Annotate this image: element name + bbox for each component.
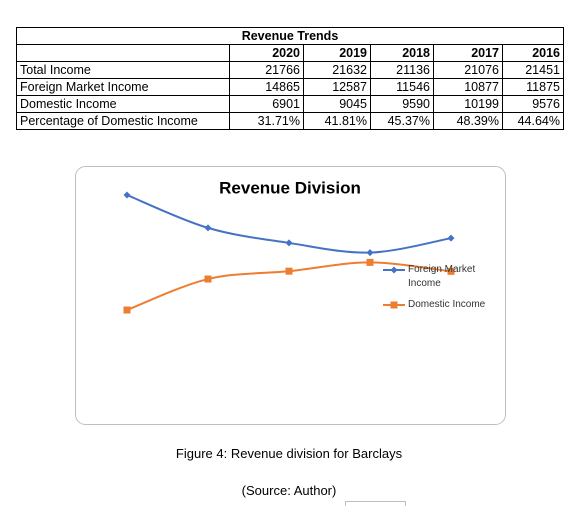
table-row: Foreign Market Income 14865 12587 11546 1087… (16, 78, 564, 96)
cell: 31.71% (229, 112, 304, 130)
chart-title: Revenue Division (219, 178, 361, 197)
partial-box (345, 501, 406, 506)
caption: Figure 4: Revenue division for Barclays (175, 446, 403, 461)
marker (447, 234, 455, 242)
legend-marker (390, 266, 398, 274)
row-label: Percentage of Domestic Income (16, 112, 230, 130)
marker (285, 239, 293, 247)
cell: 41.81% (303, 112, 371, 130)
chart-frame (75, 166, 506, 425)
table-row: Percentage of Domestic Income 31.71% 41.81… (16, 112, 564, 130)
marker (123, 191, 131, 199)
cell: 9045 (303, 95, 371, 113)
marker (447, 267, 455, 275)
row-label: Total Income (16, 61, 230, 79)
table-row: Domestic Income 6901 9045 9590 10199 9576 (16, 95, 564, 113)
marker (204, 224, 212, 232)
cell: 6901 (229, 95, 304, 113)
table-body: Revenue Trends 2020 2019 2018 2017 2016 Total … (16, 27, 564, 130)
cell: 9590 (370, 95, 434, 113)
cell: 45.37% (370, 112, 434, 130)
marker (123, 306, 131, 314)
cell: 12587 (303, 78, 371, 96)
marker (204, 275, 212, 283)
legend-label: Foreign Market Income (408, 264, 476, 289)
marker (366, 258, 374, 266)
marker (285, 267, 293, 275)
marker (366, 249, 374, 257)
legend-marker (390, 301, 398, 309)
cell: 9576 (502, 95, 564, 113)
cell: 48.39% (433, 112, 503, 130)
cell: 44.64% (502, 112, 564, 130)
legend-label: Domestic Income (408, 299, 486, 310)
revenue-table: Revenue Trends 2020 2019 2018 2017 2016 Total … (16, 27, 564, 130)
source: (Source: Author) (241, 483, 337, 498)
column-header: 2017 (433, 44, 503, 62)
cell: 10877 (433, 78, 503, 96)
cell: 21451 (502, 61, 564, 79)
